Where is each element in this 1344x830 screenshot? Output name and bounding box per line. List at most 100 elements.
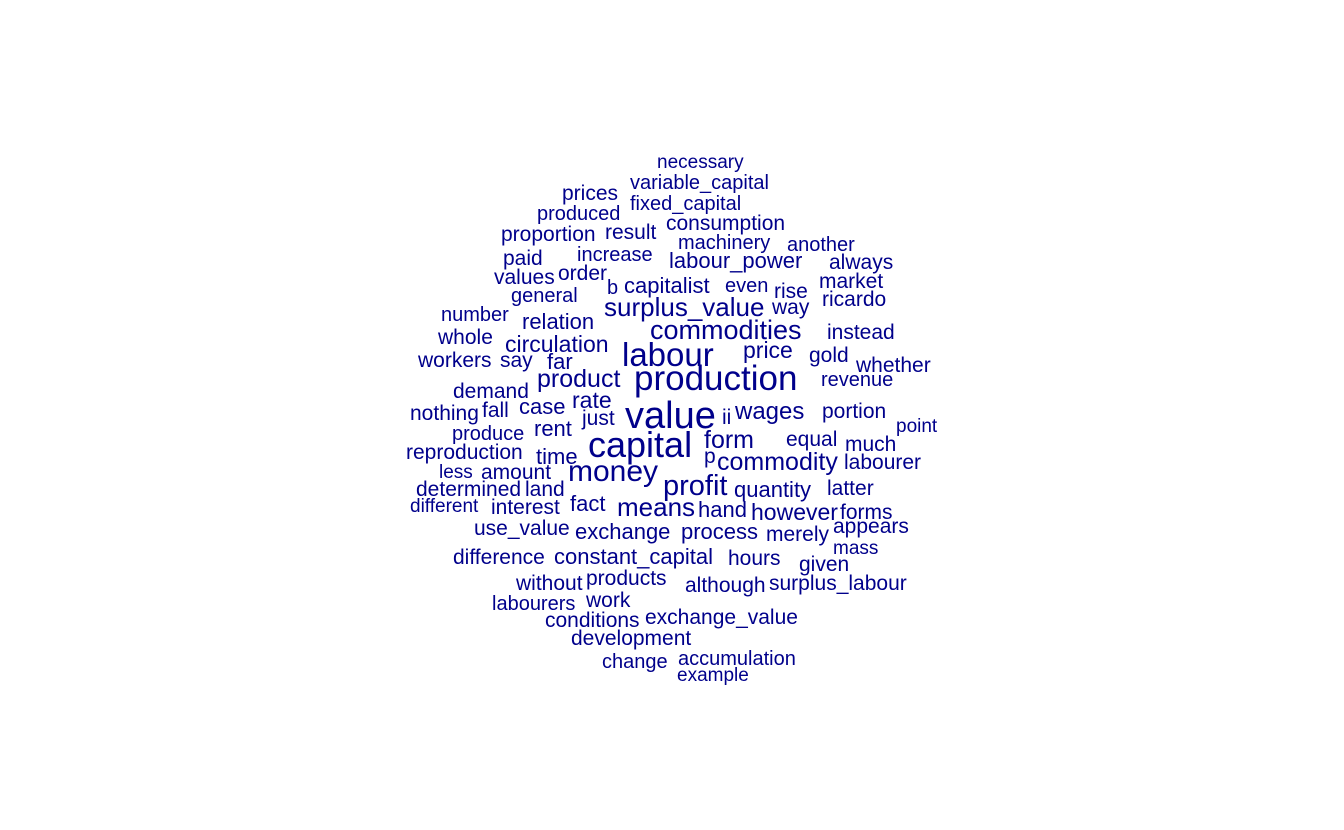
word-say: say — [500, 349, 533, 372]
word-mass: mass — [833, 538, 878, 559]
word-far: far — [547, 349, 573, 374]
word-just: just — [581, 407, 615, 430]
word-merely: merely — [766, 523, 830, 546]
word-proportion: proportion — [501, 223, 596, 246]
word-ii: ii — [722, 406, 731, 429]
word-way: way — [771, 296, 810, 319]
word-determined: determined — [416, 478, 521, 501]
word-different: different — [410, 496, 479, 517]
word-always: always — [829, 251, 893, 274]
word-paid: paid — [503, 247, 543, 270]
word-p: p — [704, 445, 716, 468]
word-increase: increase — [577, 244, 653, 266]
word-commodities: commodities — [650, 315, 802, 345]
word-forms: forms — [840, 501, 893, 524]
word-number: number — [441, 304, 509, 326]
word-quantity: quantity — [734, 477, 811, 502]
word-fixed-capital: fixed_capital — [630, 193, 741, 215]
word-exchange: exchange — [575, 519, 670, 544]
word-commodity: commodity — [717, 448, 838, 476]
word-value: value — [625, 395, 716, 437]
word-wages: wages — [734, 398, 804, 425]
word-fact: fact — [570, 491, 605, 516]
word-whether: whether — [855, 354, 931, 377]
word-relation: relation — [522, 309, 594, 334]
word-labour: labour — [622, 336, 714, 373]
word-less: less — [439, 462, 473, 483]
word-conditions: conditions — [545, 609, 640, 632]
word-variable-capital: variable_capital — [630, 172, 769, 194]
word-exchange-value: exchange_value — [645, 606, 798, 629]
word-capital: capital — [588, 424, 692, 465]
word-time: time — [536, 444, 578, 469]
word-fall: fall — [482, 399, 509, 422]
word-workers: workers — [417, 349, 492, 372]
word-result: result — [605, 221, 657, 244]
word-order: order — [558, 262, 607, 285]
word-another: another — [787, 234, 855, 256]
word-revenue: revenue — [821, 369, 893, 391]
word-process: process — [681, 519, 758, 544]
word-whole: whole — [437, 326, 493, 349]
word-latter: latter — [827, 477, 874, 500]
word-rate: rate — [572, 387, 612, 413]
word-work: work — [585, 589, 631, 612]
word-machinery: machinery — [678, 232, 770, 254]
word-consumption: consumption — [666, 212, 785, 235]
word-however: however — [751, 499, 838, 525]
word-nothing: nothing — [410, 402, 479, 425]
word-price: price — [743, 337, 793, 363]
word-point: point — [896, 416, 938, 437]
word-form: form — [704, 426, 754, 454]
word-means: means — [617, 492, 695, 522]
word-reproduction: reproduction — [406, 441, 523, 464]
word-production: production — [634, 359, 797, 398]
word-equal: equal — [786, 428, 837, 451]
word-labourer: labourer — [844, 451, 921, 474]
word-general: general — [511, 285, 578, 307]
word-products: products — [586, 567, 667, 590]
word-interest: interest — [491, 496, 560, 519]
word-prices: prices — [562, 182, 618, 205]
word-accumulation: accumulation — [678, 648, 796, 670]
word-use-value: use_value — [474, 517, 570, 540]
word-constant-capital: constant_capital — [554, 544, 713, 569]
word-labourers: labourers — [492, 593, 575, 615]
word-hours: hours — [728, 547, 781, 570]
word-case: case — [519, 394, 565, 419]
word-necessary: necessary — [657, 152, 744, 173]
word-land: land — [525, 478, 565, 501]
word-ricardo: ricardo — [822, 288, 886, 311]
word-demand: demand — [453, 380, 529, 403]
word-surplus-labour: surplus_labour — [769, 572, 907, 595]
word-change: change — [602, 651, 668, 673]
word-rise: rise — [774, 280, 808, 303]
word-surplus-value: surplus_value — [604, 292, 764, 322]
word-even: even — [725, 275, 768, 297]
word-capitalist: capitalist — [624, 273, 710, 298]
word-given: given — [799, 553, 849, 576]
word-money: money — [568, 455, 658, 488]
word-produced: produced — [537, 203, 620, 225]
word-gold: gold — [809, 344, 849, 367]
word-although: although — [685, 574, 766, 597]
word-instead: instead — [827, 321, 895, 344]
word-difference: difference — [453, 546, 545, 569]
word-profit: profit — [663, 470, 727, 502]
word-circulation: circulation — [505, 331, 609, 357]
word-development: development — [571, 627, 691, 650]
word-b: b — [607, 277, 618, 299]
word-much: much — [845, 433, 896, 456]
word-hand: hand — [698, 497, 747, 522]
word-example: example — [677, 665, 749, 686]
word-without: without — [515, 572, 583, 595]
word-product: product — [537, 365, 620, 393]
word-labour-power: labour_power — [669, 248, 802, 273]
word-values: values — [494, 266, 555, 289]
word-produce: produce — [452, 423, 524, 445]
word-amount: amount — [481, 461, 551, 484]
word-portion: portion — [822, 400, 886, 423]
word-rent: rent — [534, 416, 572, 441]
word-appears: appears — [833, 515, 909, 538]
